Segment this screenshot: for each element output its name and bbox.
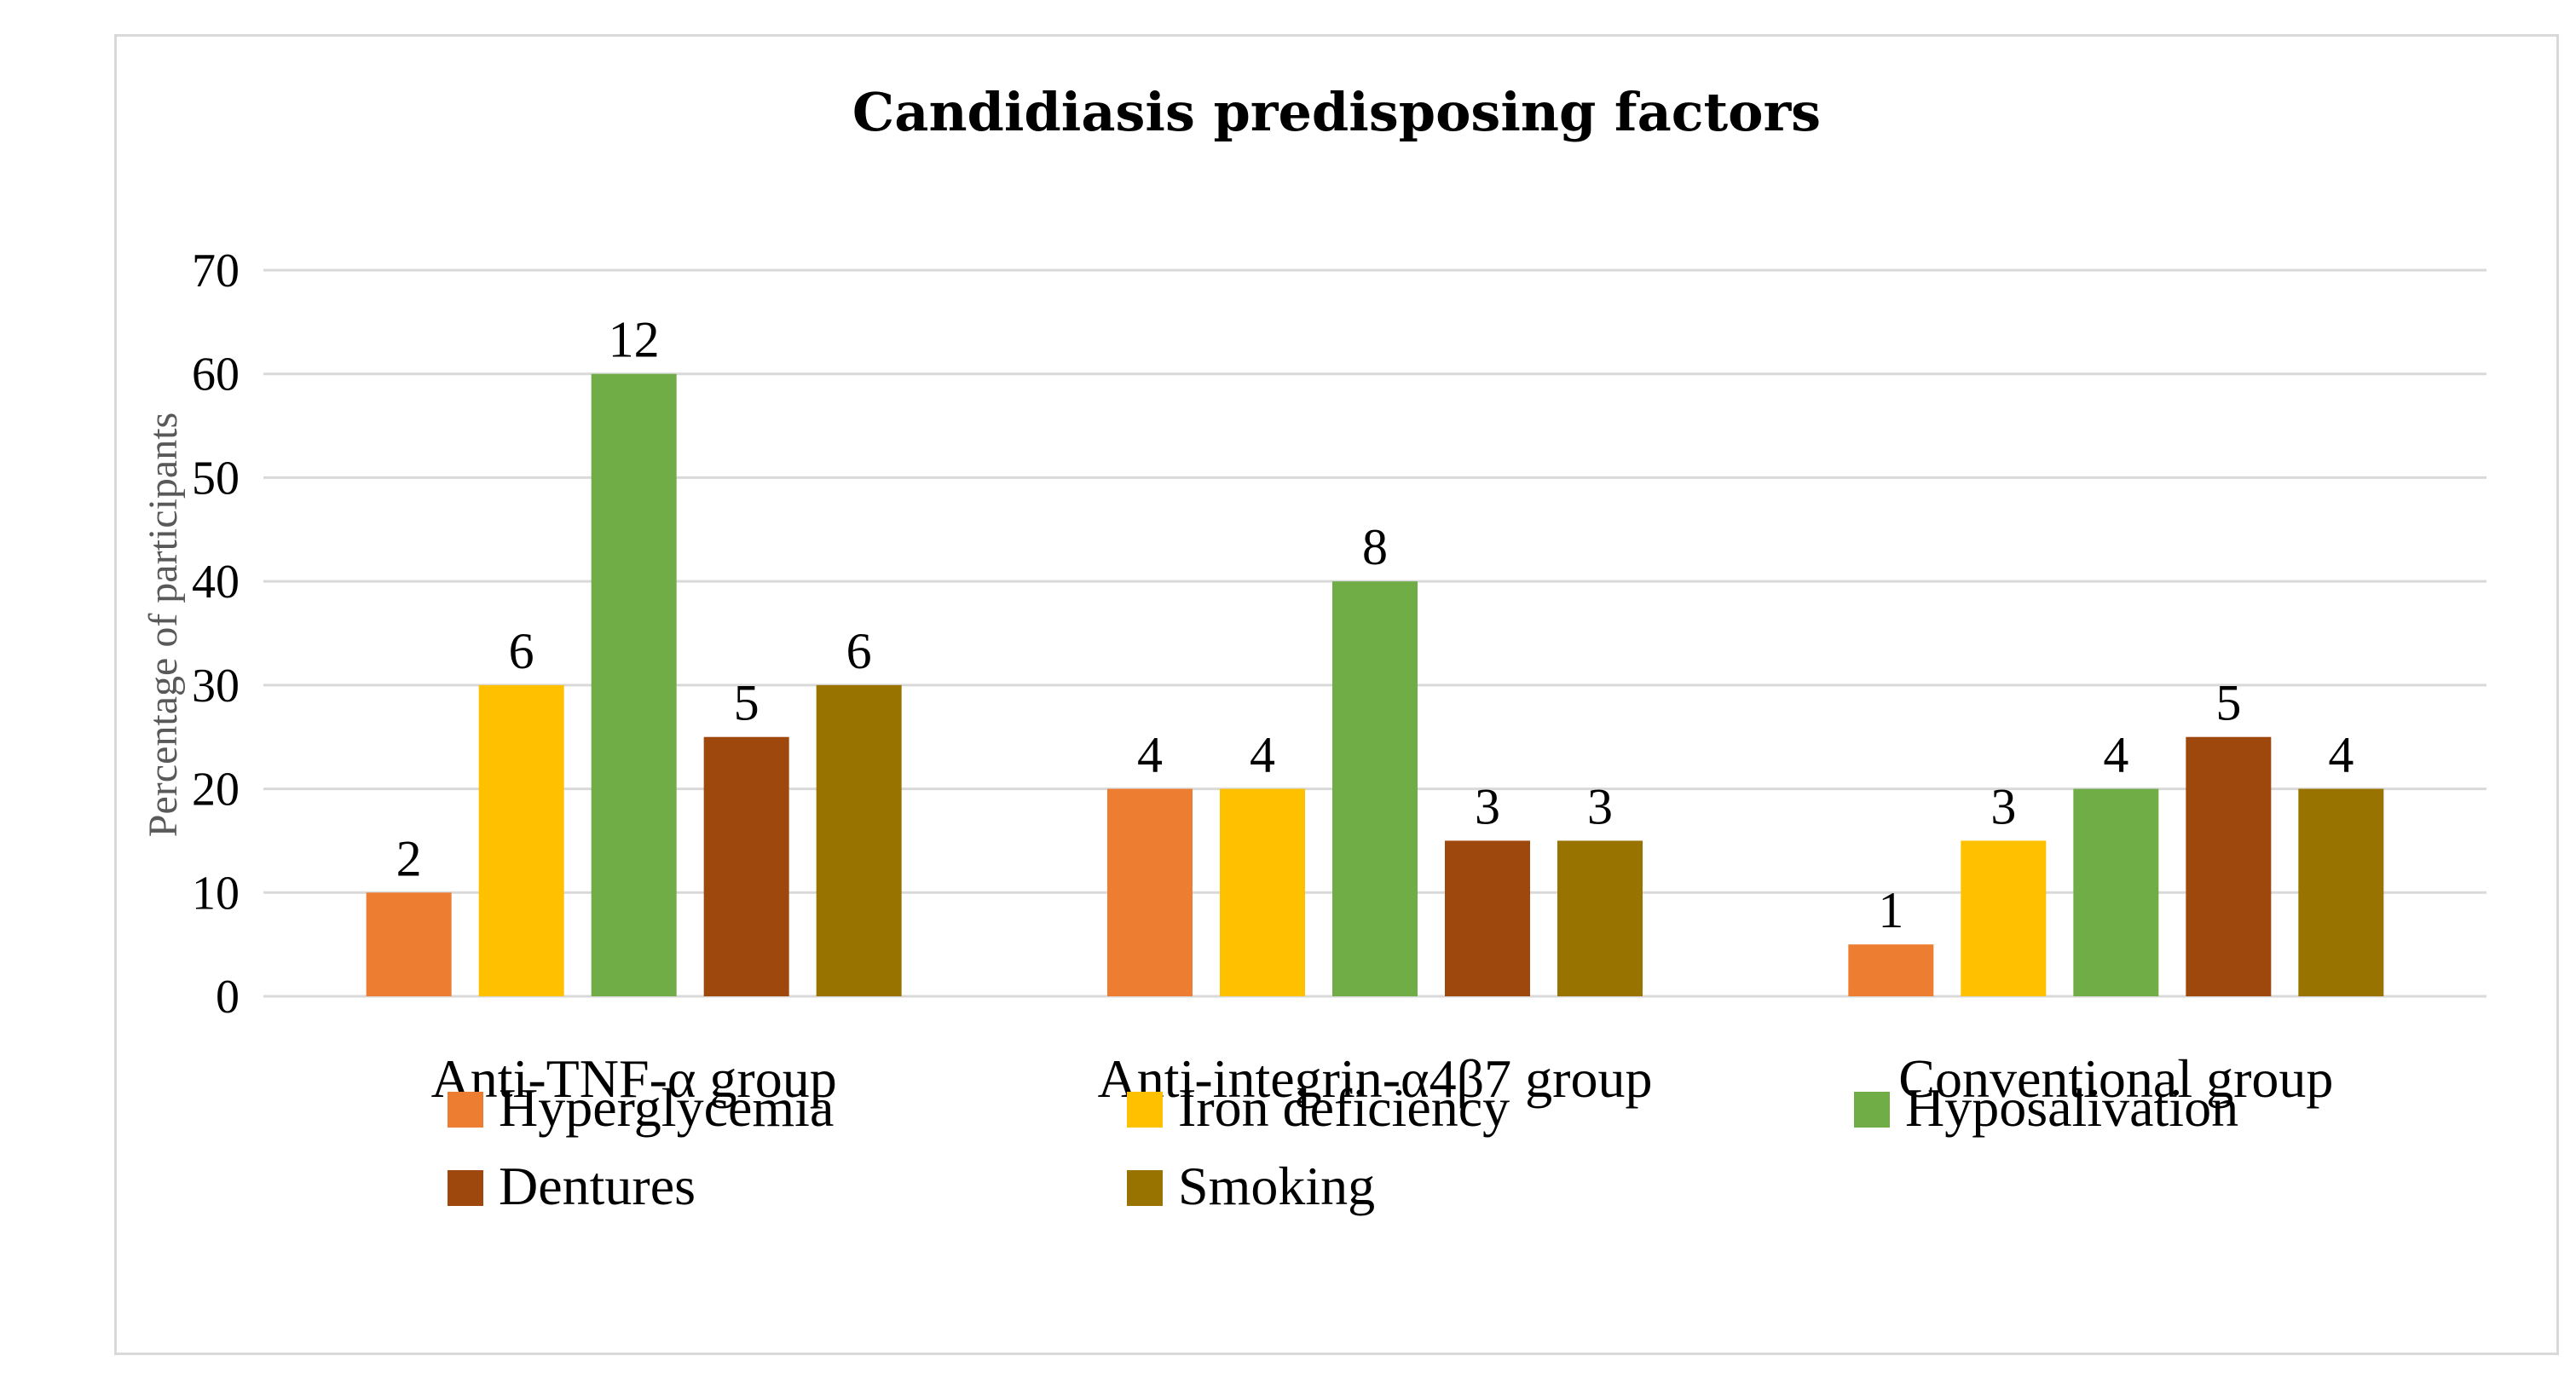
data-label: 5 — [734, 675, 760, 731]
data-label: 4 — [2328, 727, 2354, 783]
bar-hyposalivation — [2073, 788, 2159, 996]
legend-label: Hyperglycemia — [499, 1077, 834, 1138]
data-label: 1 — [1878, 882, 1903, 938]
legend-item-iron-deficiency: Iron deficiency — [1127, 1077, 1510, 1138]
bar-hyperglycemia — [1107, 788, 1193, 996]
bar-dentures — [1445, 840, 1530, 996]
data-label: 6 — [846, 623, 872, 679]
bar-smoking — [2298, 788, 2384, 996]
legend-swatch — [1127, 1092, 1163, 1128]
bar-hyperglycemia — [1848, 944, 1934, 996]
data-label: 2 — [396, 830, 422, 886]
data-label: 4 — [1250, 727, 1275, 783]
chart-title: Candidiasis predisposing factors — [852, 81, 1821, 143]
y-tick-label: 10 — [192, 867, 240, 920]
bar-smoking — [816, 684, 902, 996]
chart-svg: Candidiasis predisposing factors Percent… — [141, 81, 2486, 1216]
bar-dentures — [2186, 736, 2272, 996]
legend-swatch — [448, 1092, 483, 1128]
y-tick-label: 40 — [192, 556, 240, 609]
legend-label: Iron deficiency — [1178, 1077, 1510, 1138]
bar-hyposalivation — [1332, 581, 1418, 996]
legend-item-hyposalivation: Hyposalivation — [1854, 1077, 2238, 1138]
y-tick-label: 60 — [192, 349, 240, 401]
bar-hyposalivation — [591, 373, 677, 996]
data-label: 3 — [1475, 778, 1500, 834]
bar-iron-deficiency — [1220, 788, 1305, 996]
legend-item-dentures: Dentures — [448, 1156, 696, 1216]
y-tick-label: 30 — [192, 660, 240, 712]
legend: Hyperglycemia Iron deficiency Hyposalivati… — [448, 1077, 2238, 1216]
bar-hyperglycemia — [366, 892, 452, 996]
data-label: 12 — [609, 312, 660, 368]
data-label: 3 — [1587, 778, 1613, 834]
y-tick-label: 70 — [192, 245, 240, 297]
legend-swatch — [448, 1170, 483, 1206]
y-tick-label: 0 — [216, 971, 240, 1024]
x-tick-label: Anti-TNF-α group — [431, 1048, 837, 1109]
data-label: 4 — [1137, 727, 1163, 783]
y-tick-label: 50 — [192, 452, 240, 505]
y-axis-label: Percentage of participants — [141, 412, 186, 837]
bar-dentures — [703, 736, 789, 996]
data-label: 6 — [509, 623, 534, 679]
bar-iron-deficiency — [478, 684, 564, 996]
label-layer: 2 6 12 5 6 Anti-TNF-α group 4 4 8 3 3 Anti-integrin… — [396, 312, 2354, 1109]
legend-item-smoking: Smoking — [1127, 1156, 1375, 1216]
bar-smoking — [1557, 840, 1643, 996]
chart-frame: Candidiasis predisposing factors Percent… — [114, 34, 2559, 1355]
data-label: 8 — [1362, 519, 1388, 575]
x-tick-label: Anti-integrin-α4β7 group — [1098, 1048, 1653, 1109]
legend-swatch — [1854, 1092, 1890, 1128]
x-tick-label: Conventional group — [1898, 1048, 2333, 1109]
data-label: 3 — [1990, 778, 2016, 834]
data-label: 4 — [2103, 727, 2128, 783]
legend-item-hyperglycemia: Hyperglycemia — [448, 1077, 834, 1138]
bar-layer — [366, 373, 2384, 996]
legend-swatch — [1127, 1170, 1163, 1206]
legend-label: Hyposalivation — [1905, 1077, 2238, 1138]
data-label: 5 — [2215, 675, 2241, 731]
legend-label: Smoking — [1178, 1156, 1375, 1216]
bar-iron-deficiency — [1961, 840, 2047, 996]
y-tick-label: 20 — [192, 764, 240, 816]
legend-label: Dentures — [499, 1156, 696, 1216]
